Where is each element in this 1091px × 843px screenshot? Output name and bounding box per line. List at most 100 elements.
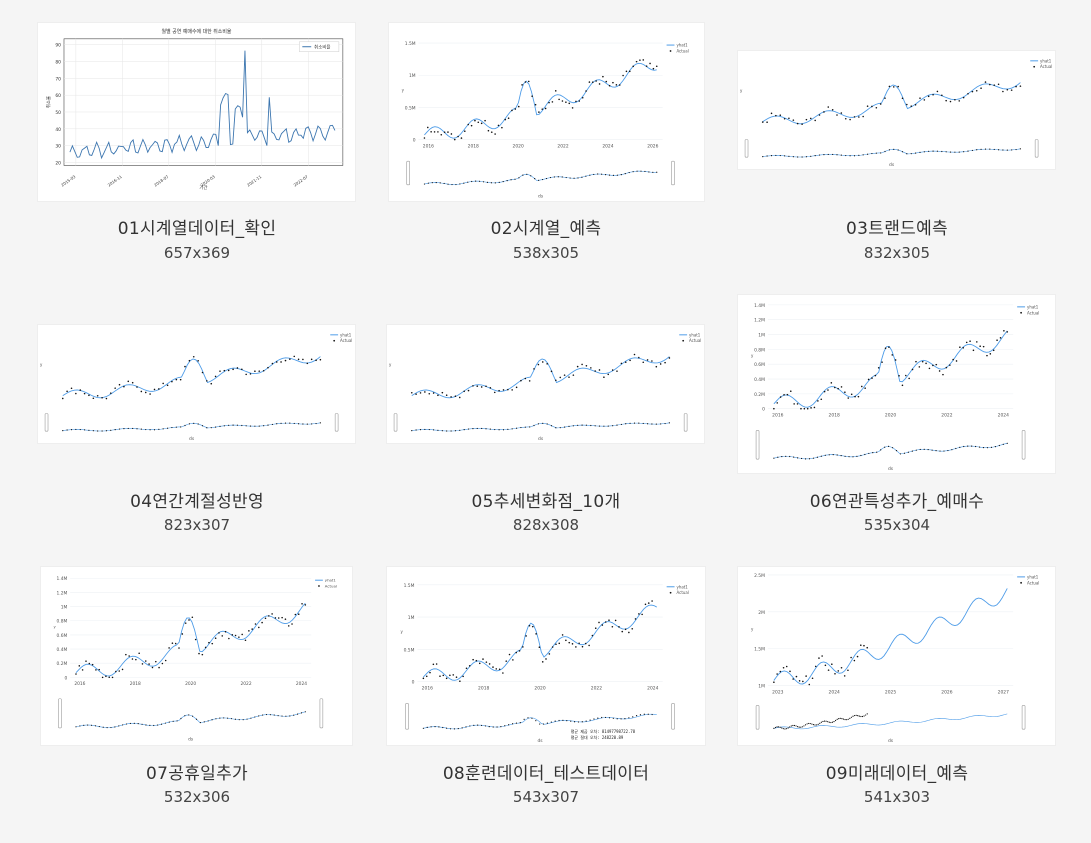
thumbnail-name[interactable]: 05추세변화점_10개 xyxy=(471,492,621,512)
actual-point xyxy=(779,670,782,673)
actual-point xyxy=(952,358,954,361)
actual-point xyxy=(550,370,553,373)
actual-point xyxy=(779,114,782,116)
thumbnail-image[interactable]: 1.4M 1.2M 1M 0.8M 0.6M 0.4M 0.2M 0 2016 2018 2020 2… xyxy=(40,566,353,746)
range-slider-point xyxy=(473,724,475,726)
thumbnail-name[interactable]: 08훈련데이터_테스트데이터 xyxy=(442,764,650,784)
range-slider-point xyxy=(936,150,938,152)
y-tick-label: 30 xyxy=(55,144,61,150)
thumbnail-name[interactable]: 02시계열_예측 xyxy=(490,219,602,239)
range-slider-point xyxy=(97,430,99,432)
thumbnail-name[interactable]: 07공휴일추가 xyxy=(146,764,248,784)
actual-point xyxy=(478,662,481,665)
actual-point xyxy=(131,381,134,384)
actual-point xyxy=(149,393,151,395)
thumbnail-name[interactable]: 09미래데이터_예측 xyxy=(825,764,969,784)
range-slider-point xyxy=(558,719,560,722)
range-slider-point xyxy=(589,174,591,176)
range-slider-point xyxy=(203,721,205,723)
range-slider-point xyxy=(565,176,567,179)
actual-point xyxy=(831,663,833,665)
x-tick-label: 2027 xyxy=(998,690,1009,696)
range-slider-point xyxy=(523,718,525,720)
thumbnail-dims: 535x304 xyxy=(863,516,931,534)
actual-point xyxy=(611,369,614,371)
actual-point xyxy=(136,386,138,388)
actual-point xyxy=(901,384,904,387)
range-slider-point xyxy=(803,725,805,727)
range-slider-point xyxy=(620,174,622,176)
x-tick-label: 2022 xyxy=(941,413,952,419)
range-slider-point xyxy=(811,723,813,725)
y-tick-label: 2.5M xyxy=(754,573,765,579)
actual-point xyxy=(144,660,147,662)
range-slider-line xyxy=(773,443,1008,460)
range-slider-point xyxy=(773,457,775,459)
thumbnail-name[interactable]: 03트랜드예측 xyxy=(846,219,948,239)
range-slider-point xyxy=(812,457,815,459)
range-slider-point xyxy=(868,452,870,455)
thumbnail-image[interactable]: y ds yhat1 Actual xyxy=(386,324,705,444)
thumbnail-dims: 532x306 xyxy=(163,788,231,806)
range-slider-point xyxy=(265,714,268,716)
thumbnail-name[interactable]: 06연관특성추가_예매수 xyxy=(809,492,985,512)
range-slider-point xyxy=(834,719,837,722)
legend-marker-actual xyxy=(318,585,320,587)
thumbnail-image[interactable]: 2.5M 2M 1.5M 1M 2023 2024 2025 2026 2027 y ds yhat1… xyxy=(737,566,1056,746)
x-tick-label: 2016-11 xyxy=(107,174,124,188)
yhat1-line xyxy=(75,602,306,677)
thumbnail-image[interactable]: 월별 공연 예매수에 대한 취소비율 90 80 70 60 50 40 30 20 2015-0… xyxy=(37,22,356,202)
legend-label: Actual xyxy=(677,590,689,595)
actual-point xyxy=(843,675,846,677)
range-slider-handle xyxy=(334,413,339,432)
actual-point xyxy=(789,390,792,393)
range-slider-line xyxy=(762,148,1021,158)
range-slider-point xyxy=(219,425,221,427)
actual-point xyxy=(476,385,479,387)
y-tick-label: 60 xyxy=(55,93,61,99)
actual-point xyxy=(830,382,833,384)
range-slider-point xyxy=(546,423,548,425)
range-slider-point xyxy=(197,423,199,425)
range-slider-point xyxy=(593,718,595,720)
range-slider-point xyxy=(997,149,1000,151)
legend-label: Actual xyxy=(1040,64,1052,69)
actual-point xyxy=(450,133,453,135)
range-slider-point xyxy=(271,423,274,426)
actual-point xyxy=(847,669,849,672)
x-tick-label: 2024 xyxy=(296,681,307,687)
range-slider-point xyxy=(484,725,486,727)
actual-point xyxy=(558,98,560,101)
range-slider-point xyxy=(629,422,631,424)
range-slider-point xyxy=(827,721,829,723)
thumbnail-image[interactable]: y ds yhat1 Actual xyxy=(37,324,356,444)
axis-label: ds xyxy=(888,738,894,744)
thumbnail-image[interactable]: y ds yhat1 Actual xyxy=(737,50,1056,170)
thumbnail-name[interactable]: 01시계열데이터_확인 xyxy=(117,219,277,239)
range-slider-point xyxy=(70,429,73,431)
thumbnail-name[interactable]: 04연간계절성반영 xyxy=(130,492,264,512)
actual-point xyxy=(495,668,498,670)
range-slider-point xyxy=(496,726,498,728)
thumbnail-image[interactable]: 1.5M 1M 0.5M 0 2016 2018 2020 2022 2024 2026 y ds yh… xyxy=(388,22,705,202)
range-slider-point xyxy=(986,447,989,449)
actual-point xyxy=(615,84,618,86)
actual-point xyxy=(463,390,465,393)
actual-point xyxy=(201,653,204,656)
range-slider-point xyxy=(172,720,174,722)
range-slider-point xyxy=(910,153,912,155)
actual-point xyxy=(98,668,100,671)
legend-label: Actual xyxy=(689,338,701,343)
range-slider-point xyxy=(949,151,952,153)
actual-point xyxy=(811,677,814,680)
thumbnail-image[interactable]: 1.4M 1.2M 1M 0.8M 0.6M 0.4M 0.2M 0 2016 2018 2020 2… xyxy=(737,294,1056,474)
range-slider-point xyxy=(628,171,630,174)
thumbnail-image[interactable]: 1.5M 1M 0.5M 0 2016 2018 2020 2022 2024 y ds yhat1 A… xyxy=(386,566,706,746)
actual-point xyxy=(501,126,503,129)
actual-point xyxy=(779,396,782,398)
yhat1-line xyxy=(423,604,657,681)
actual-point xyxy=(232,368,234,371)
range-slider-point xyxy=(245,425,247,427)
actual-point xyxy=(655,365,658,368)
actual-point xyxy=(280,361,282,363)
